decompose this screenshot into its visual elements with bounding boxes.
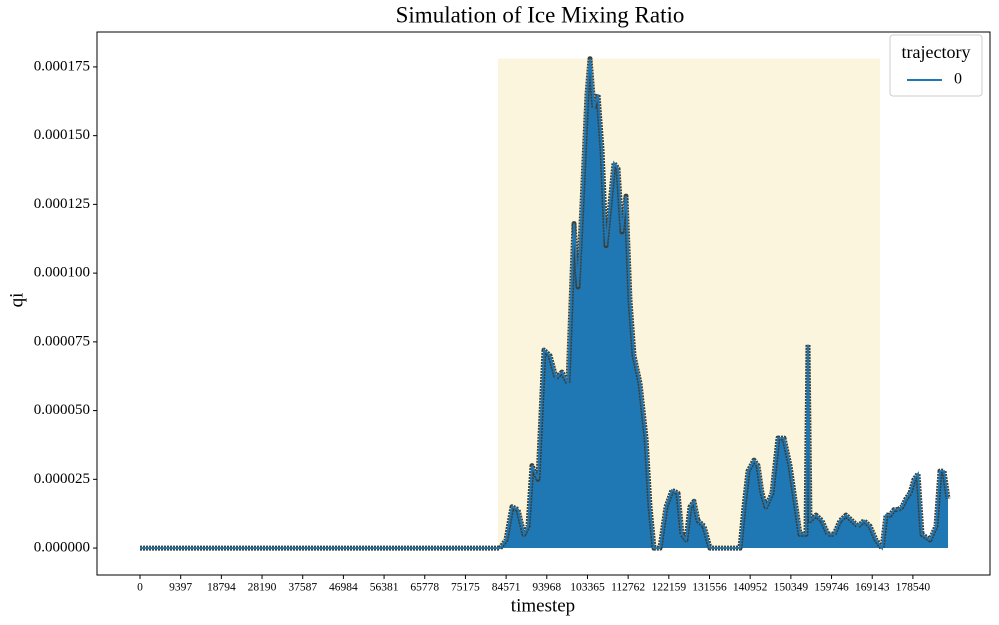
plot-frame xyxy=(96,31,991,576)
x-tick-label: 37587 xyxy=(288,582,317,594)
area-fill xyxy=(140,58,948,549)
y-tick-label: 0.000050 xyxy=(34,402,90,418)
x-tick-label: 103365 xyxy=(570,582,605,594)
x-tick-label: 150349 xyxy=(774,582,809,594)
x-tick-label: 0 xyxy=(137,582,143,594)
y-tick-label: 0.000175 xyxy=(34,58,90,74)
x-tick-label: 18794 xyxy=(207,582,236,594)
y-tick-label: 0.000000 xyxy=(34,539,90,555)
x-tick-label: 131556 xyxy=(692,582,727,594)
x-tick-label: 56381 xyxy=(370,582,399,594)
x-tick-label: 169143 xyxy=(855,582,890,594)
x-tick-label: 159746 xyxy=(814,582,849,594)
chart-title: Simulation of Ice Mixing Ratio xyxy=(396,2,685,27)
x-tick-label: 84571 xyxy=(492,582,521,594)
x-tick-label: 93968 xyxy=(532,582,561,594)
x-tick-label: 65778 xyxy=(410,582,439,594)
y-tick-label: 0.000100 xyxy=(34,265,90,281)
legend-title: trajectory xyxy=(902,42,971,62)
x-tick-label: 9397 xyxy=(169,582,192,594)
x-axis-label: timestep xyxy=(511,595,575,616)
x-tick-label: 122159 xyxy=(652,582,687,594)
y-tick-label: 0.000125 xyxy=(34,196,90,212)
x-tick-label: 28190 xyxy=(248,582,277,594)
legend-label: 0 xyxy=(954,71,962,88)
line xyxy=(140,58,949,551)
x-tick-label: 178540 xyxy=(896,582,931,594)
x-tick-label: 140952 xyxy=(733,582,768,594)
x-tick-label: 46984 xyxy=(329,582,358,594)
y-axis-label: qi xyxy=(6,293,27,308)
y-tick-label: 0.000075 xyxy=(34,333,90,349)
x-tick-label: 112762 xyxy=(611,582,645,594)
y-tick-label: 0.000150 xyxy=(34,127,90,143)
y-tick-label: 0.000025 xyxy=(34,471,90,487)
x-tick-label: 75175 xyxy=(451,582,480,594)
